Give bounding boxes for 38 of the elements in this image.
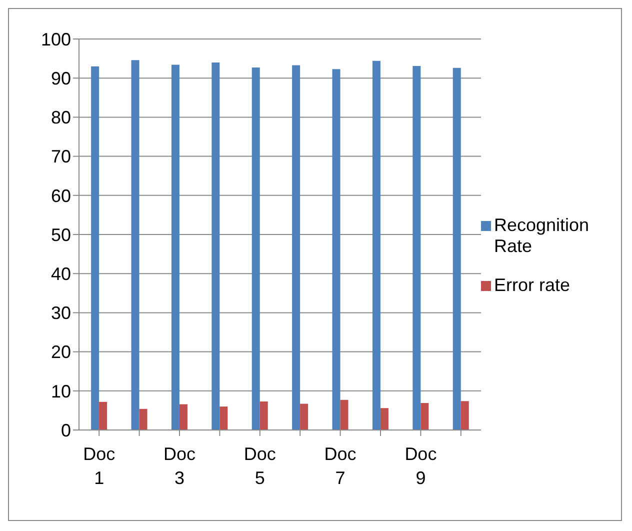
- x-tick-label: Doc 3: [163, 444, 196, 488]
- y-tick-label: 50: [50, 224, 71, 245]
- y-tick-label: 10: [50, 381, 71, 402]
- legend-label: Recognition Rate: [494, 215, 590, 257]
- y-tick-label: 30: [50, 303, 71, 324]
- bar: [171, 64, 180, 430]
- bar: [412, 66, 421, 430]
- bar: [260, 401, 268, 430]
- bar: [300, 404, 308, 430]
- bar: [460, 401, 469, 430]
- bar: [452, 68, 461, 430]
- bar: [292, 65, 300, 430]
- bar: [139, 408, 148, 430]
- bar: [220, 406, 228, 430]
- x-tick-label: Doc 5: [244, 444, 276, 488]
- y-tick-label: 90: [50, 68, 71, 88]
- y-tick-label: 100: [40, 29, 71, 50]
- y-tick-label: 70: [50, 146, 71, 167]
- y-tick-label: 60: [50, 186, 71, 206]
- bar: [372, 60, 380, 430]
- y-tick-label: 80: [50, 108, 71, 128]
- bar: [91, 66, 100, 430]
- bar: [420, 403, 429, 430]
- bar: [340, 400, 348, 430]
- bar: [179, 404, 188, 430]
- y-tick-label: 40: [50, 264, 71, 284]
- x-tick-label: Doc 1: [83, 444, 116, 488]
- y-tick-label: 0: [60, 420, 71, 440]
- bar: [332, 69, 340, 430]
- bar: [380, 408, 388, 430]
- x-tick-label: Doc 7: [324, 444, 356, 488]
- bar: [99, 402, 108, 430]
- bar: [252, 68, 260, 430]
- bar: [212, 62, 220, 430]
- x-tick-label: Doc 9: [404, 444, 437, 488]
- y-tick-label: 20: [50, 342, 71, 362]
- legend-label: Error rate: [494, 275, 570, 296]
- bar: [131, 60, 140, 430]
